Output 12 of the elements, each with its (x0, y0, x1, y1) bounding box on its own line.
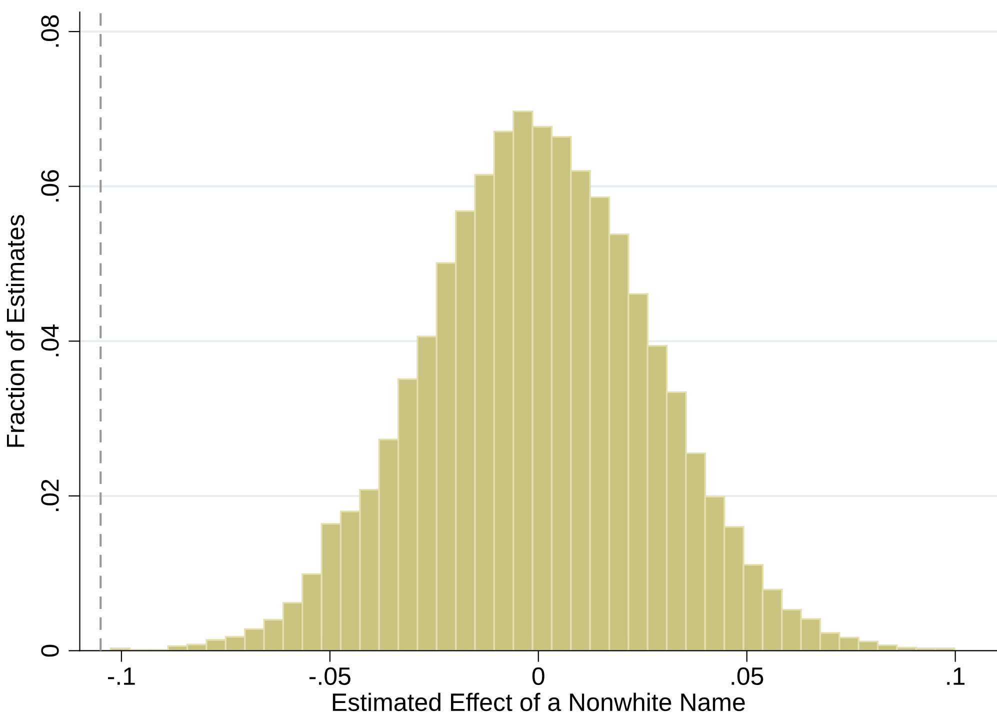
y-axis-title: Fraction of Estimates (6, 214, 24, 447)
x-tick-label: -.1 (108, 668, 135, 685)
y-tick-label: .08 (41, 15, 59, 47)
y-tick-label: .02 (41, 480, 59, 512)
x-axis-title: Estimated Effect of a Nonwhite Name (332, 692, 745, 712)
x-tick-label: 0 (532, 667, 544, 686)
x-tick-label: .05 (732, 667, 764, 686)
y-tick-label: .06 (41, 170, 59, 202)
x-tick-label: .1 (947, 668, 965, 685)
x-tick-label: -.05 (309, 667, 350, 686)
y-tick-label: .04 (41, 324, 59, 356)
y-tick-label: 0 (41, 644, 59, 657)
